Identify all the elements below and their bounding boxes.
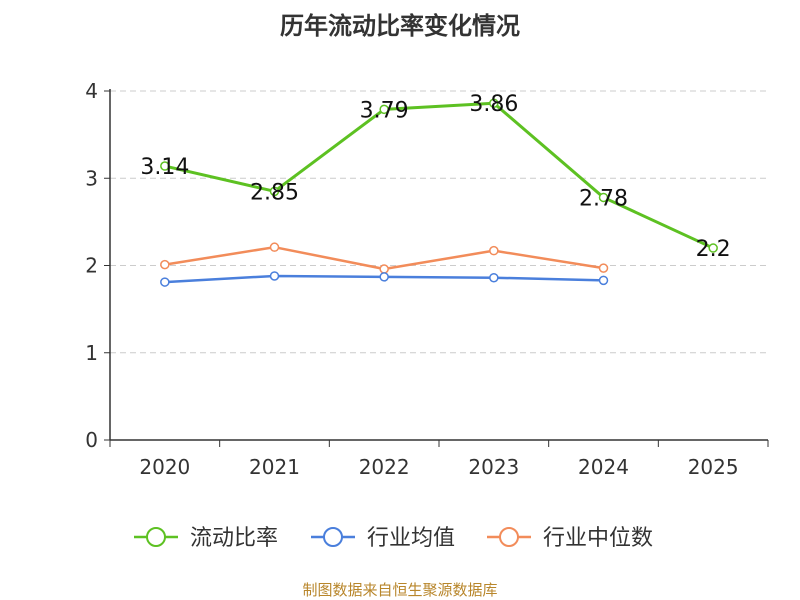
legend-marker xyxy=(499,527,519,547)
y-tick-label: 3 xyxy=(85,166,98,190)
data-point xyxy=(160,161,170,171)
legend-label: 行业中位数 xyxy=(543,526,653,551)
x-tick-label: 2024 xyxy=(578,455,629,479)
data-point xyxy=(269,186,280,197)
data-point xyxy=(489,98,499,108)
series-line-1 xyxy=(164,101,714,250)
data-labels: 3.14 2.85 3.79 3.86 2.78 2.2 xyxy=(140,92,730,262)
axes: 0 1 2 3 4 2020 2021 2022 2023 2024 2025 xyxy=(85,79,769,479)
source-note: 制图数据来自恒生聚源数据库 xyxy=(302,581,498,599)
data-point xyxy=(379,104,389,115)
x-tick-label: 2025 xyxy=(688,455,739,479)
data-label: 2.2 xyxy=(696,237,731,262)
y-tick-label: 1 xyxy=(85,341,98,365)
data-point xyxy=(160,277,170,287)
data-point xyxy=(598,275,609,286)
data-point xyxy=(379,272,389,282)
data-point xyxy=(598,263,609,273)
legend-marker xyxy=(323,527,343,547)
x-tick-label: 2020 xyxy=(139,455,190,479)
data-label: 2.85 xyxy=(250,180,299,205)
data-point xyxy=(379,264,389,274)
series-lines xyxy=(164,101,714,284)
y-tick-label: 2 xyxy=(85,254,98,278)
series-points xyxy=(160,98,718,287)
x-tick-label: 2022 xyxy=(359,455,410,479)
data-point xyxy=(489,245,499,256)
x-tick-label: 2021 xyxy=(249,455,300,479)
y-tick-label: 4 xyxy=(85,79,98,103)
chart-title: 历年流动比率变化情况 xyxy=(280,12,520,40)
data-label: 3.86 xyxy=(469,92,518,117)
data-point xyxy=(269,271,280,281)
data-point xyxy=(598,192,609,203)
legend-label: 流动比率 xyxy=(190,526,278,551)
legend-label: 行业均值 xyxy=(367,526,455,551)
data-label: 3.79 xyxy=(360,98,409,123)
data-label: 3.14 xyxy=(140,155,189,180)
data-point xyxy=(489,272,499,283)
x-tick-label: 2023 xyxy=(468,455,519,479)
data-point xyxy=(269,242,280,252)
data-label: 2.78 xyxy=(579,186,628,211)
gridlines xyxy=(110,90,768,354)
data-point xyxy=(708,243,718,253)
legend-marker xyxy=(146,527,166,547)
legend: 流动比率 行业均值 行业中位数 xyxy=(134,526,653,551)
data-point xyxy=(160,259,170,270)
y-tick-label: 0 xyxy=(85,428,98,452)
